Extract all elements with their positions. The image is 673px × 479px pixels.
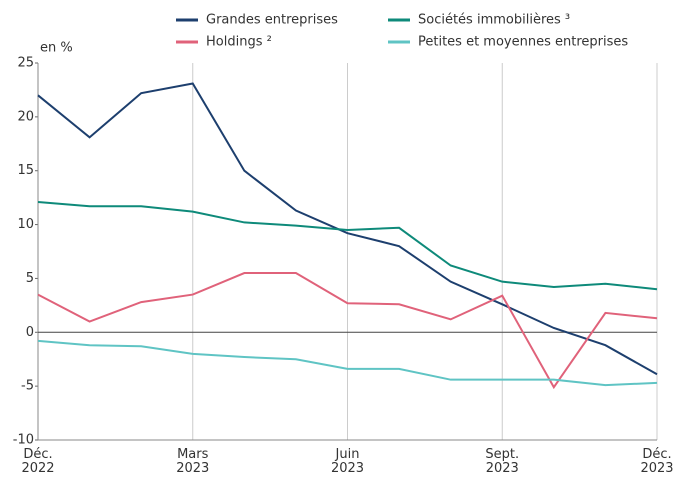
y-tick-label: -10 [13, 433, 34, 448]
legend-label: Sociétés immobilières ³ [418, 13, 570, 28]
y-axis-label: en % [40, 41, 73, 56]
x-tick-label: Déc. 2023 [640, 447, 673, 476]
x-tick-label: Déc. 2022 [21, 447, 55, 476]
series-line [37, 272, 658, 390]
y-tick-label: 10 [17, 217, 34, 232]
series-line [37, 339, 658, 387]
series-line [37, 200, 658, 291]
y-tick-label: 0 [26, 325, 34, 340]
legend-label: Petites et moyennes entreprises [418, 35, 628, 50]
legend-label: Holdings ² [206, 35, 272, 50]
y-tick-label: 5 [26, 271, 34, 286]
y-tick-label: -5 [21, 379, 34, 394]
x-tick-label: Sept. 2023 [485, 447, 520, 476]
series-line [37, 82, 658, 376]
y-tick-label: 25 [17, 56, 34, 71]
legend-label: Grandes entreprises [206, 13, 338, 28]
x-tick-label: Mars 2023 [176, 447, 210, 476]
x-tick-label: Juin 2023 [330, 447, 365, 476]
y-tick-label: 20 [17, 109, 34, 124]
y-tick-label: 15 [17, 163, 34, 178]
